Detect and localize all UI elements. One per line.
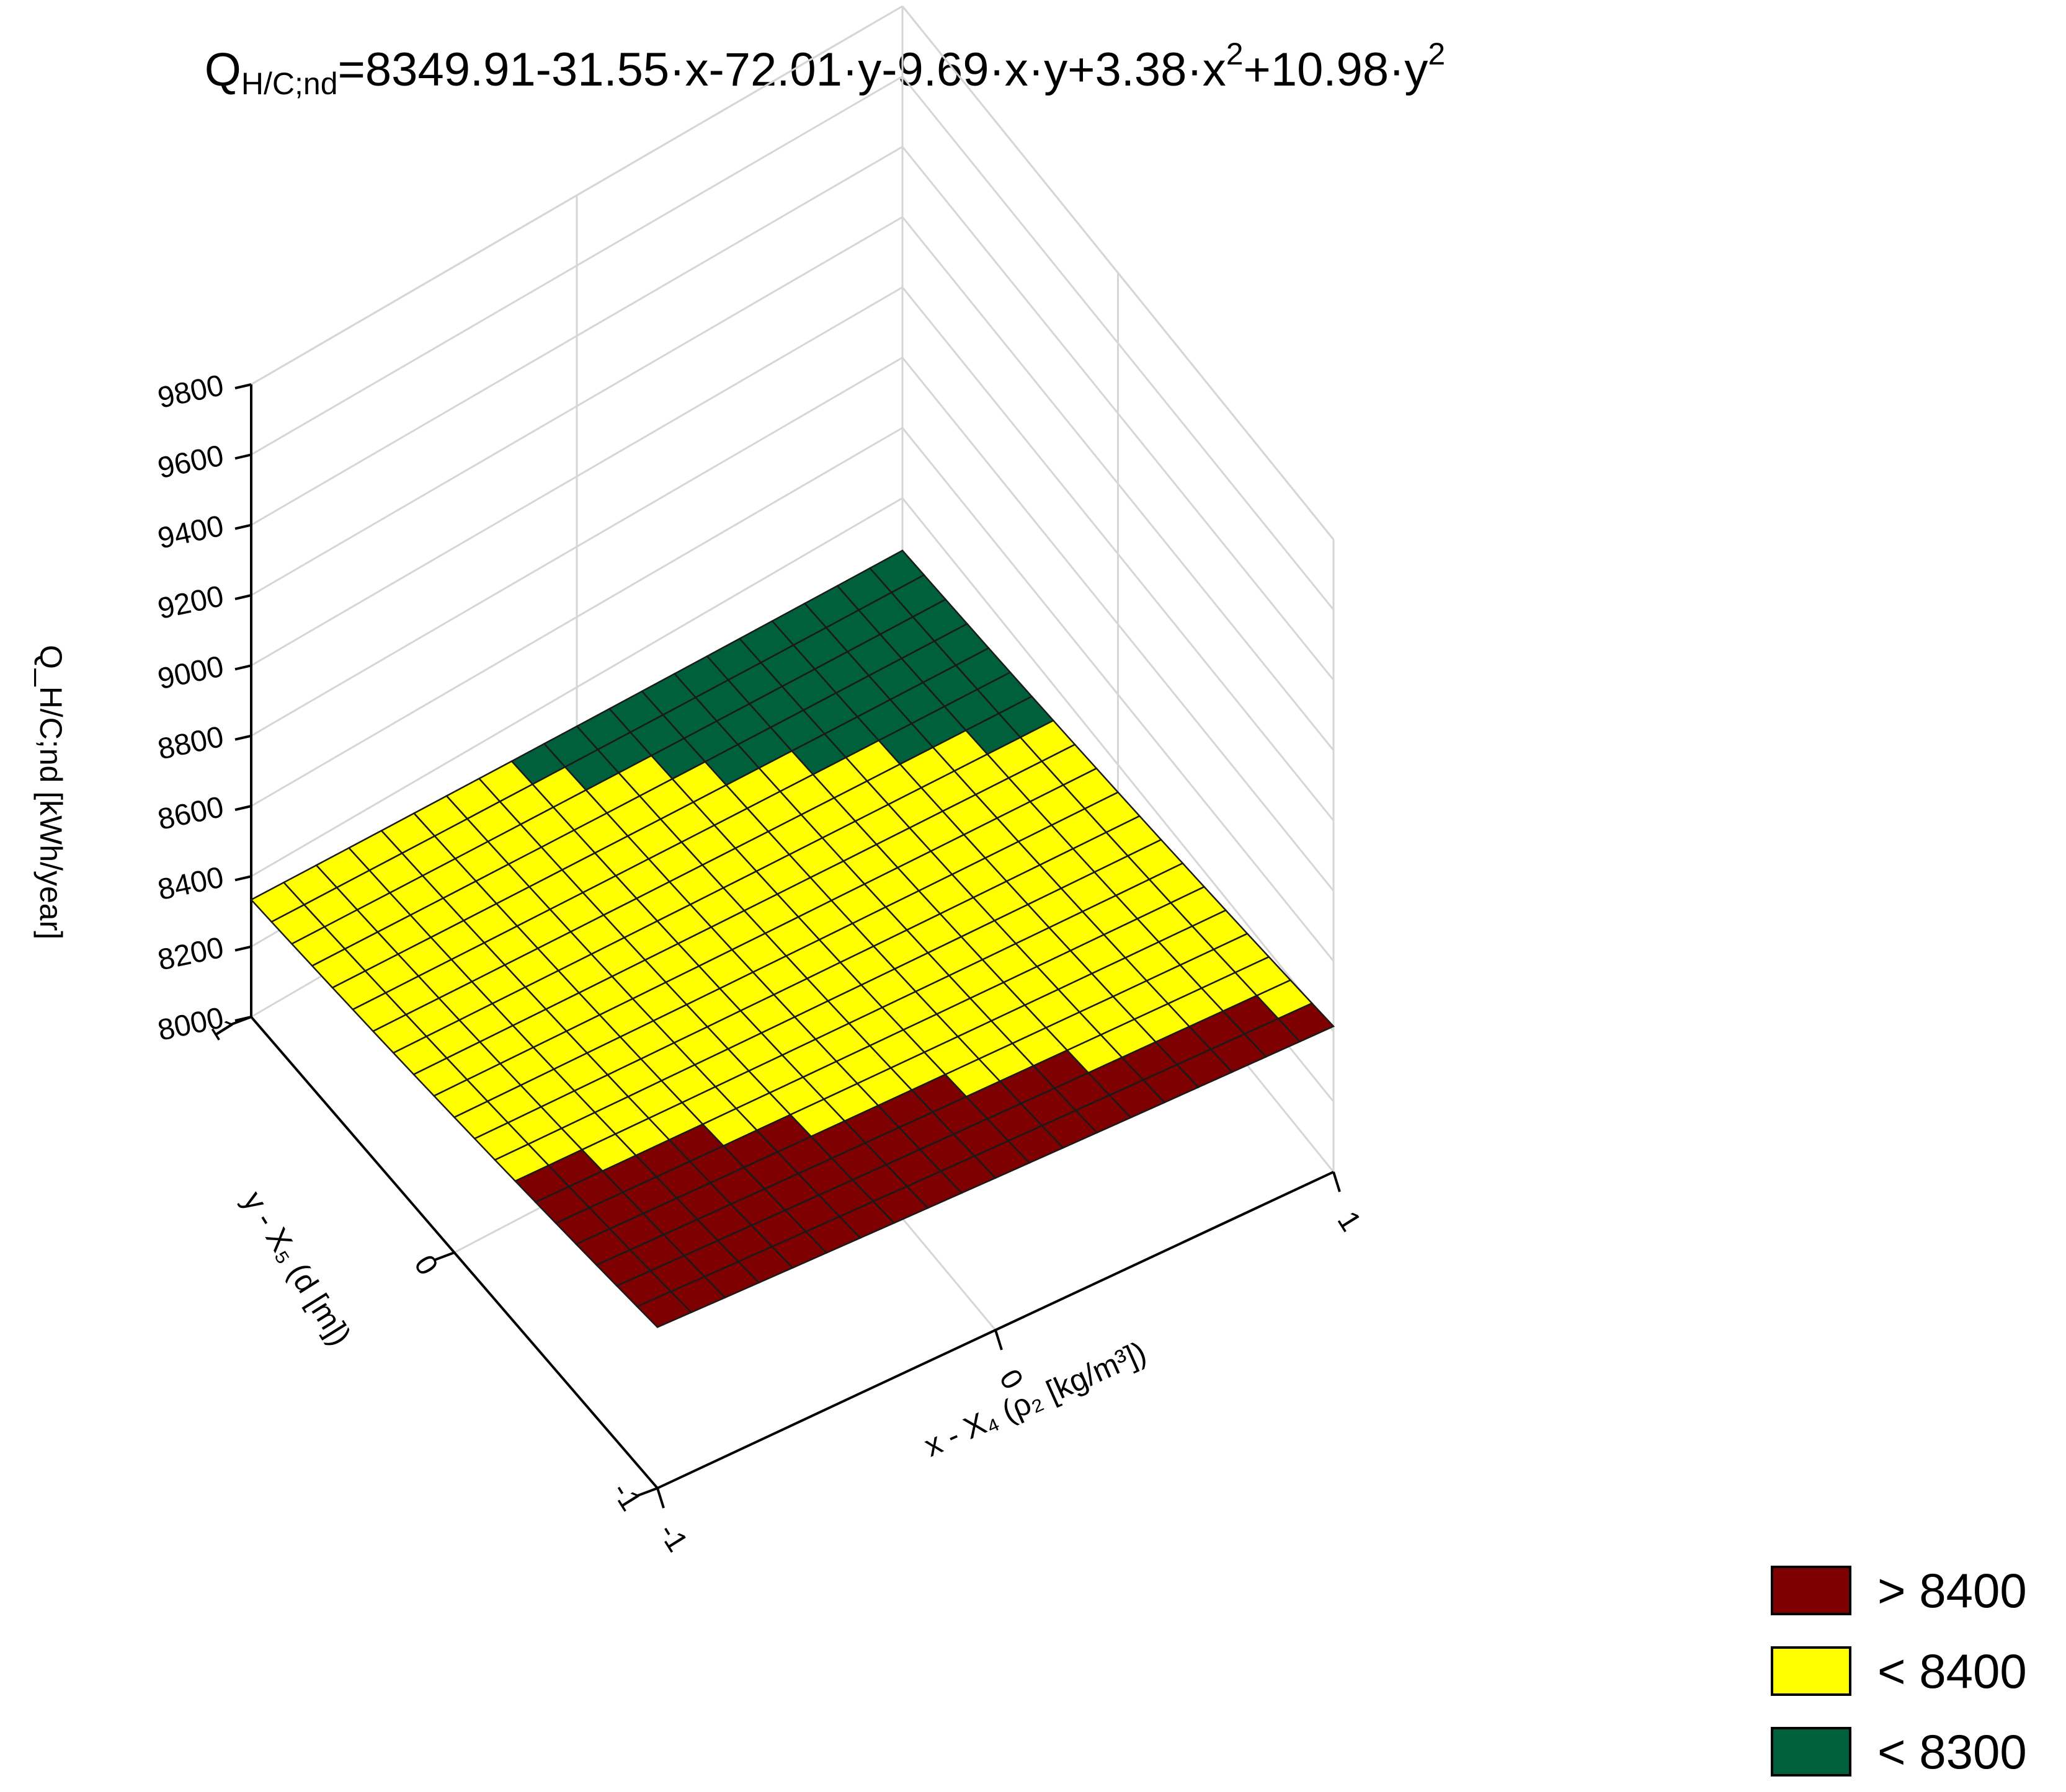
z-tick-label: 9600 (155, 439, 226, 485)
y-axis-label: y - X₅ (d [m]) (236, 1185, 358, 1351)
z-tick-label: 9200 (155, 580, 226, 626)
x-axis-tick (994, 1329, 1003, 1351)
z-tick-label: 8400 (155, 861, 226, 907)
y-axis-tick (434, 1251, 455, 1261)
z-axis-tick (234, 664, 252, 671)
z-tick-label: 8800 (155, 721, 226, 766)
z-axis-tick (234, 523, 252, 530)
legend-item-below-8300: < 8300 (1771, 1711, 2027, 1792)
legend-swatch-red (1771, 1566, 1851, 1615)
x-axis-tick (1332, 1171, 1341, 1192)
legend-item-below-8400: < 8400 (1771, 1631, 2027, 1711)
legend-item-above-8400: > 8400 (1771, 1550, 2027, 1631)
y-axis-tick (231, 1016, 252, 1026)
surface-cell (636, 1290, 693, 1328)
z-axis-tick (234, 383, 252, 389)
z-axis-tick (234, 805, 252, 811)
z-tick-label: 8200 (155, 931, 226, 977)
legend-label: < 8300 (1877, 1724, 2027, 1779)
y-tick-label: -1 (605, 1477, 648, 1517)
legend-label: > 8400 (1877, 1563, 2027, 1618)
x-axis-tick (656, 1488, 665, 1509)
x-tick-label: 1 (1331, 1205, 1368, 1237)
legend-swatch-green (1771, 1727, 1851, 1776)
z-axis-tick (234, 875, 252, 882)
z-axis-tick (234, 594, 252, 600)
x-axis-label: x - X₄ (ρ₂ [kg/m³]) (919, 1334, 1151, 1463)
chart-title: QH/C;nd=8349.91-31.55·x-72.01·y-9.69·x·y… (204, 37, 1446, 101)
z-axis-tick (234, 734, 252, 741)
y-tick-label: 0 (407, 1249, 444, 1281)
y-axis-tick (637, 1487, 658, 1497)
legend-swatch-yellow (1771, 1646, 1851, 1696)
z-tick-label: 9800 (155, 369, 226, 415)
z-tick-label: 8600 (155, 791, 226, 836)
response-surface (249, 549, 1335, 1328)
z-tick-label: 9400 (155, 510, 226, 556)
axes (231, 383, 1341, 1509)
legend: > 8400 < 8400 < 8300 (1771, 1550, 2027, 1792)
z-axis-tick (234, 945, 252, 952)
legend-label: < 8400 (1877, 1643, 2027, 1698)
z-tick-label: 9000 (155, 650, 226, 696)
z-axis-tick (234, 453, 252, 460)
x-tick-label: -1 (652, 1518, 694, 1558)
z-axis-label: Q_H/C;nd [kWh/year] (33, 645, 68, 939)
